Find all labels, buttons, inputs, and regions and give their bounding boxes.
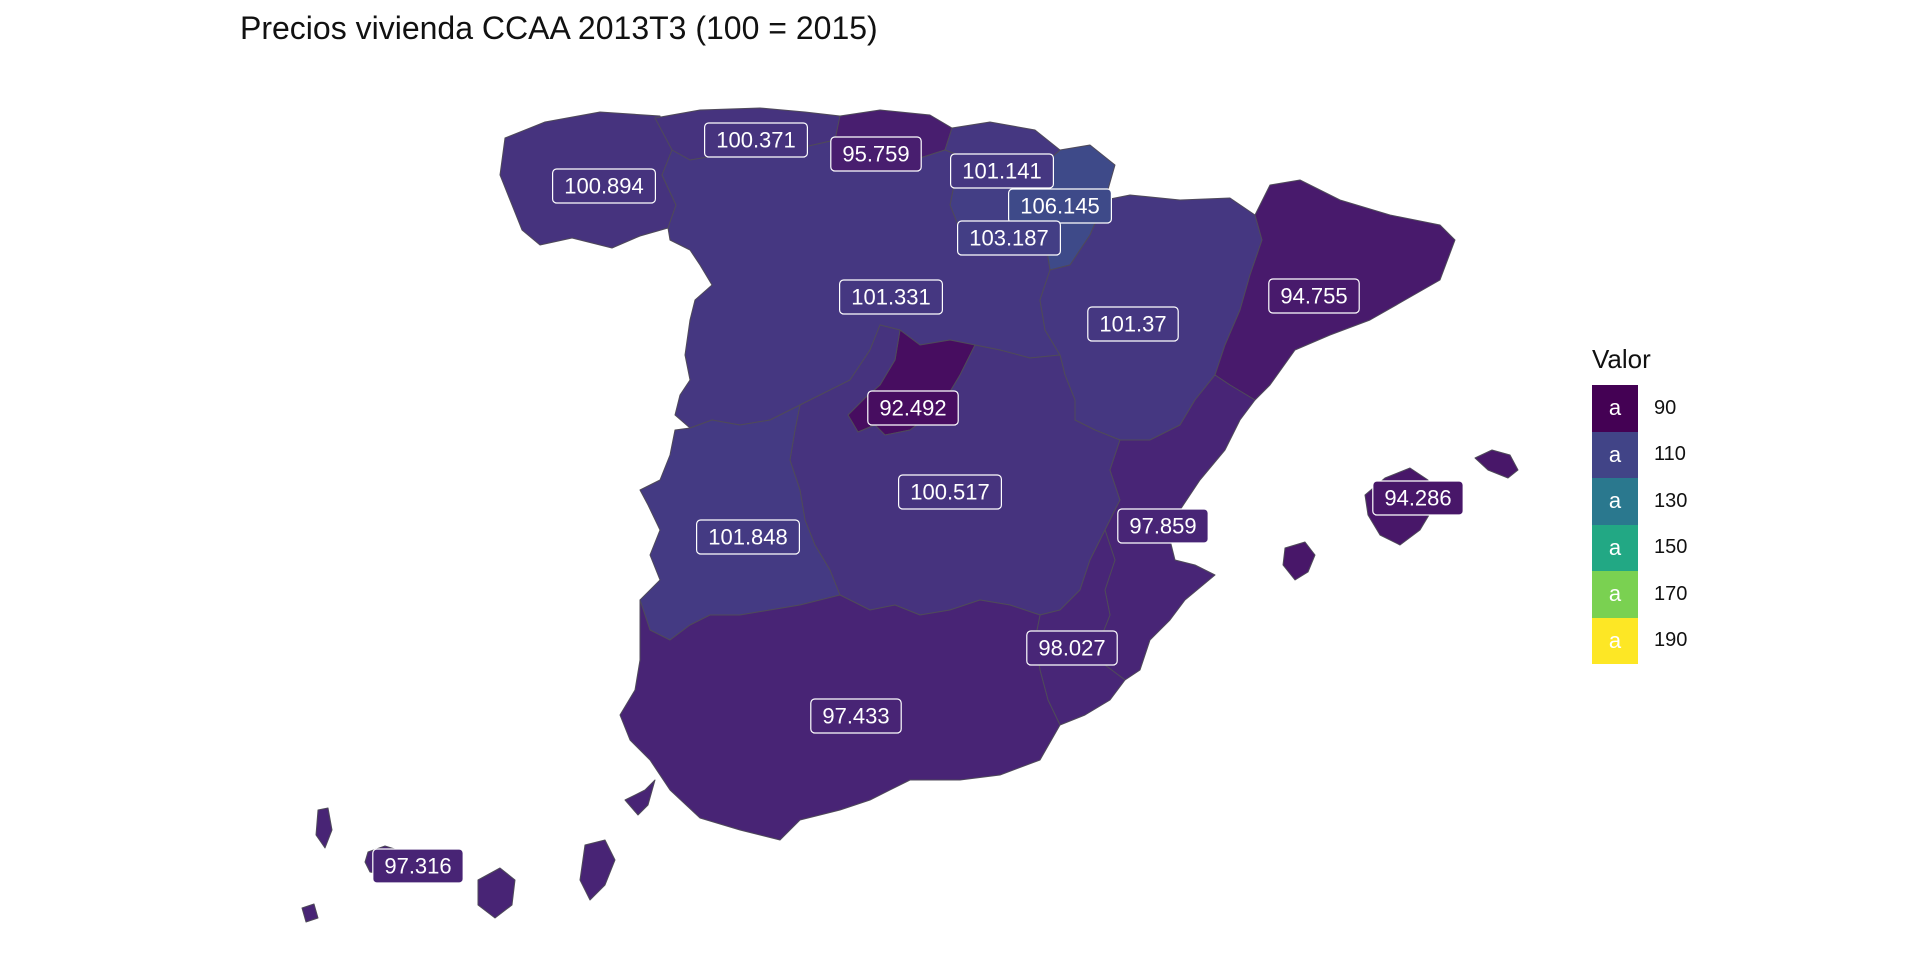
legend-item: a 110 [1592,431,1687,478]
legend-item: a 90 [1592,385,1687,432]
value-label-text: 101.141 [962,159,1042,184]
value-label-box [1087,306,1179,342]
value-label-text: 101.331 [851,285,931,310]
value-label-castilla-leon: 101.331 [838,279,943,315]
value-label-box [949,153,1054,189]
value-label-aragon: 101.37 [1087,306,1179,342]
value-label-box [372,848,464,884]
legend-key-swatch: a [1592,617,1638,664]
value-label-text: 100.517 [910,480,990,505]
region-canarias [301,779,656,923]
value-label-box [695,519,800,555]
value-label-text: 100.894 [564,174,644,199]
legend-key-swatch: a [1592,385,1638,432]
value-label-text: 101.37 [1099,312,1166,337]
legend-key-swatch: a [1592,571,1638,618]
legend-item-label: 110 [1654,443,1686,466]
legend-item-label: 150 [1654,536,1688,559]
value-label-pais-vasco: 101.141 [949,153,1054,189]
value-label-text: 92.492 [879,396,946,421]
value-label-box [1117,508,1209,544]
chart-title: Precios vivienda CCAA 2013T3 (100 = 2015… [240,10,878,46]
value-label-baleares: 94.286 [1372,480,1464,516]
value-label-box [830,136,922,172]
value-label-madrid: 92.492 [867,390,959,426]
value-label-text: 98.027 [1038,636,1105,661]
value-label-cantabria: 95.759 [830,136,922,172]
legend-key-swatch: a [1592,478,1638,525]
value-label-text: 100.371 [716,128,796,153]
value-label-la-rioja: 103.187 [956,220,1061,256]
value-label-andalucia: 97.433 [810,698,902,734]
value-label-text: 97.316 [384,854,451,879]
legend-item-label: 190 [1654,629,1688,652]
legend-item: a 150 [1592,524,1688,571]
value-label-canarias: 97.316 [372,848,464,884]
value-label-box [703,122,808,158]
labels-layer: 100.894 100.371 95.759 101.141 106.145 103.18… [372,122,1464,884]
value-label-text: 106.145 [1020,194,1100,219]
legend-key-swatch: a [1592,524,1638,571]
value-label-text: 95.759 [842,142,909,167]
value-label-asturias: 100.371 [703,122,808,158]
regions-layer [301,107,1519,923]
value-label-box [551,168,656,204]
value-label-galicia: 100.894 [551,168,656,204]
legend-item-label: 90 [1654,396,1677,419]
legend-item-label: 130 [1654,489,1688,512]
value-label-text: 103.187 [969,226,1049,251]
value-label-navarra: 106.145 [1007,188,1112,224]
value-label-castilla-la-mancha: 100.517 [897,474,1002,510]
value-label-cataluna: 94.755 [1268,278,1360,314]
value-label-text: 97.433 [822,704,889,729]
legend-key-swatch: a [1592,431,1638,478]
value-label-box [956,220,1061,256]
value-label-box [1372,480,1464,516]
value-label-extremadura: 101.848 [695,519,800,555]
value-label-text: 101.848 [708,525,788,550]
value-label-box [1268,278,1360,314]
legend-rows: a 90 a 110 a 130 a 150 a 170 a 190 [1592,385,1687,664]
value-label-box [897,474,1002,510]
value-label-valencia: 97.859 [1117,508,1209,544]
value-label-box [1026,630,1118,666]
legend-item: a 170 [1592,571,1687,618]
value-label-text: 94.755 [1280,284,1347,309]
legend-item: a 130 [1592,478,1687,525]
value-label-murcia: 98.027 [1026,630,1118,666]
value-label-box [838,279,943,315]
legend-item: a 190 [1592,617,1688,664]
legend-title: Valor [1592,344,1651,374]
value-label-box [810,698,902,734]
legend-item-label: 170 [1654,582,1688,605]
legend: Valor a 90 a 110 a 130 a 150 a 170 a 190 [1592,344,1687,664]
value-label-text: 94.286 [1384,486,1451,511]
value-label-box [867,390,959,426]
value-label-text: 97.859 [1129,514,1196,539]
